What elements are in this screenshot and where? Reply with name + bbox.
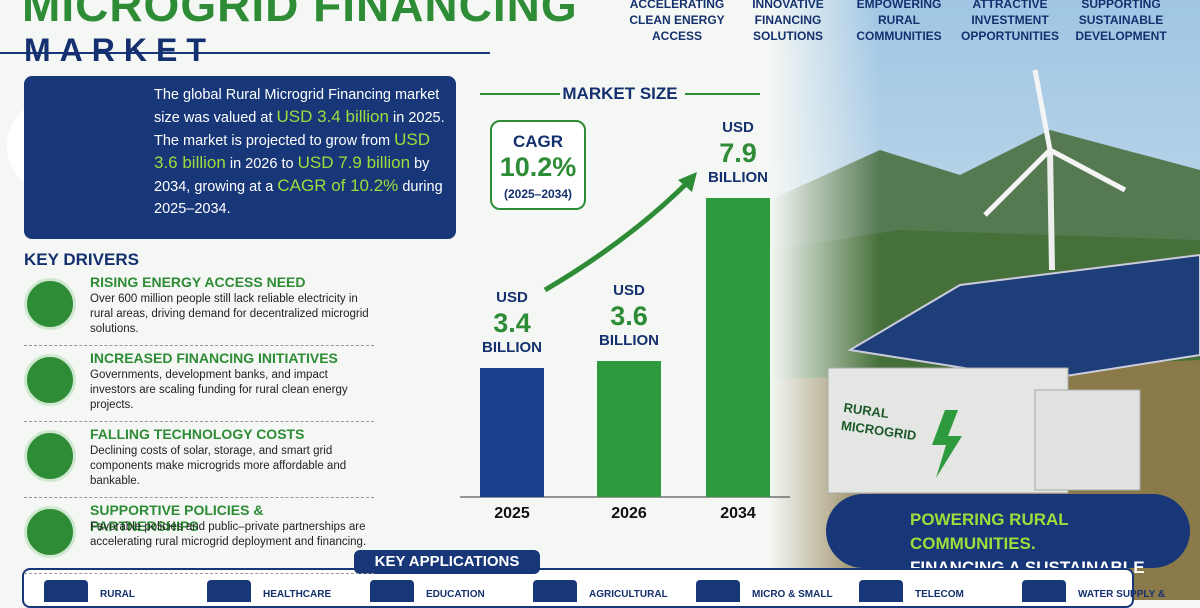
driver-title: RISING ENERGY ACCESS NEED [90, 274, 306, 290]
driver-description: Over 600 million people still lack relia… [90, 293, 369, 335]
cagr-value: 10.2% [499, 152, 577, 182]
summary-text: The global Rural Microgrid Financing mar… [154, 87, 440, 126]
application-label: RURAL [100, 589, 135, 600]
banner: POWERING RURAL COMMUNITIES. FINANCING A … [826, 494, 1190, 601]
driver-item: FALLING TECHNOLOGY COSTS Declining costs … [24, 426, 374, 498]
bar-label: USD 3.4 BILLION [477, 288, 547, 358]
driver-title: INCREASED FINANCING INITIATIVES [90, 350, 338, 366]
application-label: MICRO & SMALL [752, 589, 833, 600]
driver-icon [24, 430, 76, 482]
section-heading: KEY DRIVERS [24, 250, 139, 269]
summary-text: during 2025–2034. [154, 179, 443, 217]
summary-box: The global Rural Microgrid Financing mar… [24, 76, 456, 239]
driver-description: Governments, development banks, and impa… [90, 369, 348, 411]
applications-bar [22, 568, 1134, 608]
top-tag: EMPOWERING RURAL COMMUNITIES [856, 0, 942, 43]
application-icon [696, 580, 740, 602]
bar-unit: BILLION [708, 169, 768, 186]
bar-currency: USD [613, 281, 645, 299]
driver-title: SUPPORTIVE POLICIES & PARTNERSHIPS [90, 502, 264, 534]
application-label: TELECOM [915, 589, 964, 600]
section-heading: MARKET SIZE [562, 84, 678, 103]
driver-item: INCREASED FINANCING INITIATIVES Governmen… [24, 350, 374, 422]
top-tag: INNOVATIVE FINANCING SOLUTIONS [752, 0, 824, 43]
driver-icon [24, 354, 76, 406]
x-tick-label: 2034 [720, 505, 756, 522]
top-tag: ACCELERATING CLEAN ENERGY ACCESS [629, 0, 725, 43]
x-tick-label: 2026 [611, 505, 647, 522]
title: MICROGRID FINANCING [22, 0, 578, 31]
bar-currency: USD [722, 119, 754, 136]
summary-text: by 2034, [154, 156, 430, 195]
bar [480, 368, 544, 497]
banner-line: POWERING RURAL COMMUNITIES. [910, 510, 1069, 553]
application-icon [207, 580, 251, 602]
subtitle: MARKET [24, 32, 215, 68]
application-label: EDUCATION [426, 589, 485, 600]
top-tag: SUPPORTING SUSTAINABLE DEVELOPMENT [1075, 0, 1167, 43]
highlight-text: USD 3.4 billion [276, 107, 389, 126]
section-heading: KEY APPLICATIONS [354, 550, 540, 574]
summary-text: in 2026 to [229, 156, 294, 172]
bar-value: 7.9 [719, 138, 757, 168]
bar-unit: BILLION [599, 331, 659, 349]
driver-description: Favorable policies and public–private pa… [90, 521, 367, 548]
application-icon [1022, 580, 1066, 602]
summary-text: growing at a [194, 179, 274, 195]
driver-item: SUPPORTIVE POLICIES & PARTNERSHIPS Favora… [24, 502, 374, 574]
application-label: AGRICULTURAL [589, 589, 668, 600]
driver-item: RISING ENERGY ACCESS NEED Over 600 millio… [24, 274, 374, 346]
highlight-text: CAGR of 10.2% [277, 176, 399, 195]
application-label: HEALTHCARE [263, 589, 332, 600]
bar [706, 198, 770, 497]
highlight-text: USD 3.6 billion [154, 130, 431, 172]
application-label: WATER SUPPLY & [1078, 589, 1166, 600]
bar-unit: BILLION [482, 339, 542, 357]
top-tag: ATTRACTIVE INVESTMENT OPPORTUNITIES [960, 0, 1059, 43]
cagr-period: (2025–2034) [503, 187, 573, 201]
summary-text: The market is projected to grow from [154, 133, 391, 149]
bar-value: 3.4 [493, 308, 531, 339]
cagr-box: CAGR 10.2% (2025–2034) [490, 120, 586, 210]
bar-label: USD 7.9 BILLION [703, 118, 773, 188]
bar-value: 3.6 [610, 300, 648, 331]
application-icon [533, 580, 577, 602]
driver-icon [24, 506, 76, 558]
driver-title: FALLING TECHNOLOGY COSTS [90, 426, 305, 442]
bar-label: USD 3.6 BILLION [594, 281, 664, 351]
driver-icon [24, 278, 76, 330]
application-icon [44, 580, 88, 602]
x-tick-label: 2025 [494, 505, 530, 522]
highlight-text: USD 7.9 billion [297, 153, 411, 172]
summary-text: in 2025. [393, 110, 445, 126]
application-icon [859, 580, 903, 602]
application-icon [370, 580, 414, 602]
bar-currency: USD [496, 289, 528, 307]
driver-description: Declining costs of solar, storage, and s… [90, 445, 347, 487]
bar [597, 360, 661, 497]
cagr-label: CAGR [512, 132, 564, 151]
